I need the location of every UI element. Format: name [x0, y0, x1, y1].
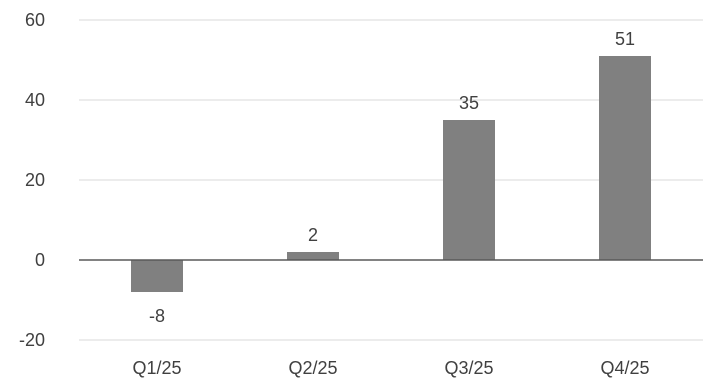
- data-label: -8: [149, 306, 165, 326]
- x-axis-categories: Q1/25 Q2/25 Q3/25 Q4/25: [132, 358, 649, 378]
- data-label: 2: [308, 225, 318, 245]
- y-tick-label: 40: [25, 90, 45, 110]
- bar-q4-25: [599, 56, 651, 260]
- category-label: Q3/25: [444, 358, 493, 378]
- bar-q3-25: [443, 120, 495, 260]
- data-label: 35: [459, 93, 479, 113]
- y-tick-label: 20: [25, 170, 45, 190]
- bar-q1-25: [131, 260, 183, 292]
- data-label: 51: [615, 29, 635, 49]
- category-label: Q1/25: [132, 358, 181, 378]
- category-label: Q2/25: [288, 358, 337, 378]
- category-label: Q4/25: [600, 358, 649, 378]
- y-tick-label: 60: [25, 10, 45, 30]
- y-axis-ticks: -20 0 20 40 60: [19, 10, 45, 350]
- y-tick-label: 0: [35, 250, 45, 270]
- bar-q2-25: [287, 252, 339, 260]
- y-tick-label: -20: [19, 330, 45, 350]
- bars: [131, 56, 651, 292]
- data-labels: -8 2 35 51: [149, 29, 635, 326]
